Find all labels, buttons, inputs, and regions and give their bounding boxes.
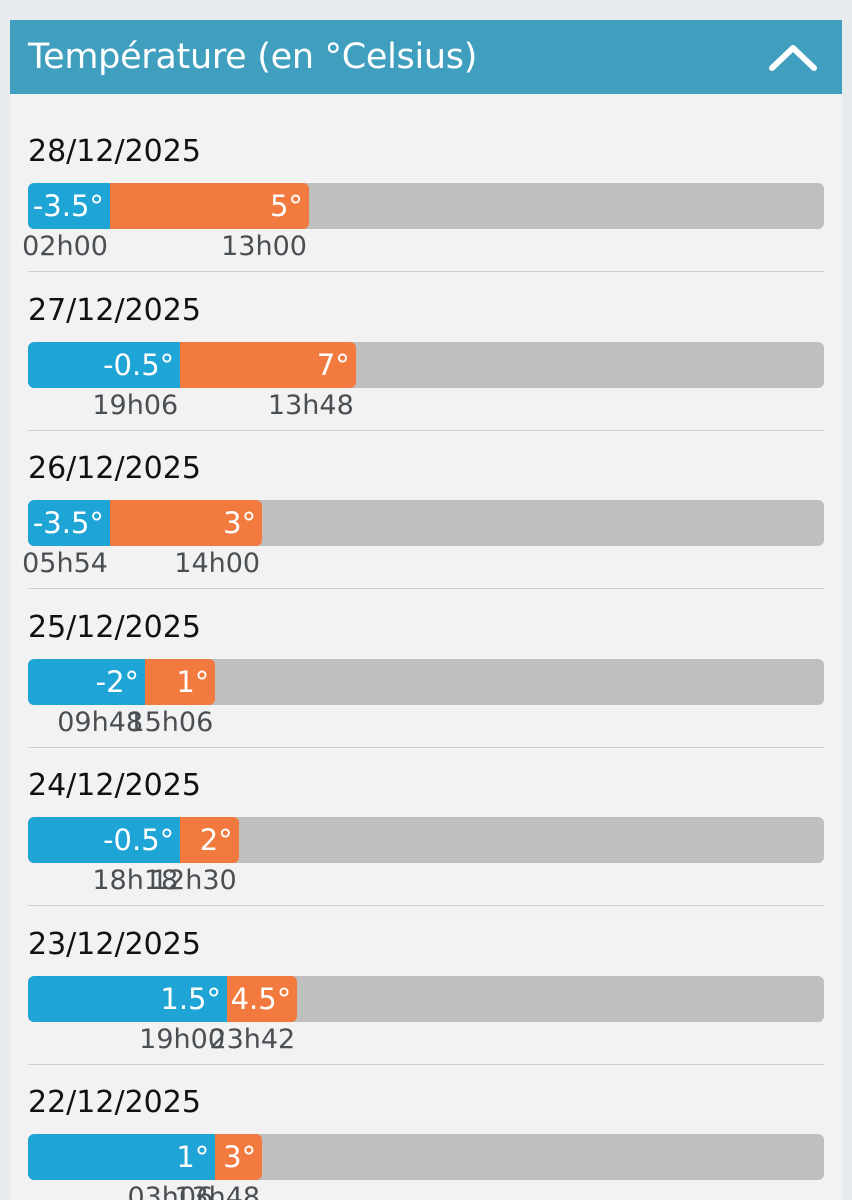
max-temperature-bar: 1°	[145, 658, 216, 705]
min-temperature-time: 09h48	[57, 706, 144, 738]
day-date: 26/12/2025	[28, 451, 201, 486]
day-date: 25/12/2025	[28, 609, 201, 645]
max-temperature-time: 13h00	[221, 231, 307, 262]
min-temperature-bar: -3.5°	[28, 183, 110, 229]
day-row: 27/12/2025 -0.5° 7° 19h06 13h48	[28, 273, 824, 431]
min-temperature-bar: 1°	[28, 1134, 216, 1180]
min-temperature-time: 02h00	[22, 231, 108, 262]
max-temperature-bar: 3°	[109, 500, 263, 546]
min-temperature-time: 03h06	[127, 1182, 214, 1200]
day-date: 24/12/2025	[28, 768, 201, 803]
temperature-range-bar: 1.5° 4.5°	[28, 975, 824, 1022]
max-temperature-time: 12h30	[150, 865, 237, 896]
day-date: 22/12/2025	[28, 1085, 201, 1120]
max-temperature-time: 14h00	[174, 548, 261, 579]
day-row: 26/12/2025 -3.5° 3° 05h54 14h00	[22, 431, 824, 589]
max-temperature-time: 13h48	[174, 1182, 261, 1200]
temperature-range-bar: -0.5° 7°	[28, 341, 824, 388]
day-row: 25/12/2025 -2° 1° 09h48 15h06	[28, 590, 824, 748]
max-temperature-bar: 3°	[215, 1134, 263, 1180]
min-temperature-time: 19h00	[139, 1023, 225, 1055]
day-date: 28/12/2025	[28, 134, 201, 169]
panel-header[interactable]: Température (en °Celsius)	[10, 20, 842, 94]
day-row: 24/12/2025 -0.5° 2° 18h18 12h30	[28, 748, 824, 906]
max-temperature-bar: 7°	[180, 341, 356, 388]
max-temperature-bar: 2°	[180, 817, 239, 863]
temperature-range-bar: -3.5° 5°	[28, 183, 824, 229]
min-temperature-time: 05h54	[22, 548, 108, 579]
min-temperature-time: 18h18	[92, 865, 179, 896]
collapse-button[interactable]	[766, 30, 820, 84]
temperature-range-bar: -3.5° 3°	[28, 500, 824, 546]
max-temperature-bar: 5°	[109, 183, 309, 229]
max-temperature-time: 13h48	[267, 389, 354, 421]
max-temperature-bar: 4.5°	[227, 975, 298, 1022]
temperature-range-bar: 1° 3°	[28, 1134, 824, 1180]
max-temperature-time: 15h06	[127, 706, 214, 738]
chevron-up-icon	[769, 45, 817, 71]
min-temperature-bar: -3.5°	[28, 500, 110, 546]
day-row: 23/12/2025 1.5° 4.5° 19h00 23h42	[28, 907, 824, 1065]
day-row: 28/12/2025 -3.5° 5° 02h00 13h00	[22, 114, 824, 272]
panel-title: Température (en °Celsius)	[28, 37, 478, 77]
day-date: 23/12/2025	[28, 926, 201, 962]
min-temperature-bar: -0.5°	[28, 817, 181, 863]
min-temperature-bar: -2°	[28, 658, 146, 705]
min-temperature-time: 19h06	[92, 389, 179, 421]
temperature-range-bar: -0.5° 2°	[28, 817, 824, 863]
min-temperature-bar: -0.5°	[28, 341, 181, 388]
day-date: 27/12/2025	[28, 292, 201, 328]
temperature-range-bar: -2° 1°	[28, 658, 824, 705]
day-row: 22/12/2025 1° 3° 03h06 13h48	[28, 1065, 824, 1200]
max-temperature-time: 23h42	[209, 1023, 296, 1055]
temperature-panel: Température (en °Celsius) 28/12/2025 -3.5…	[10, 20, 842, 1200]
min-temperature-bar: 1.5°	[28, 975, 227, 1022]
